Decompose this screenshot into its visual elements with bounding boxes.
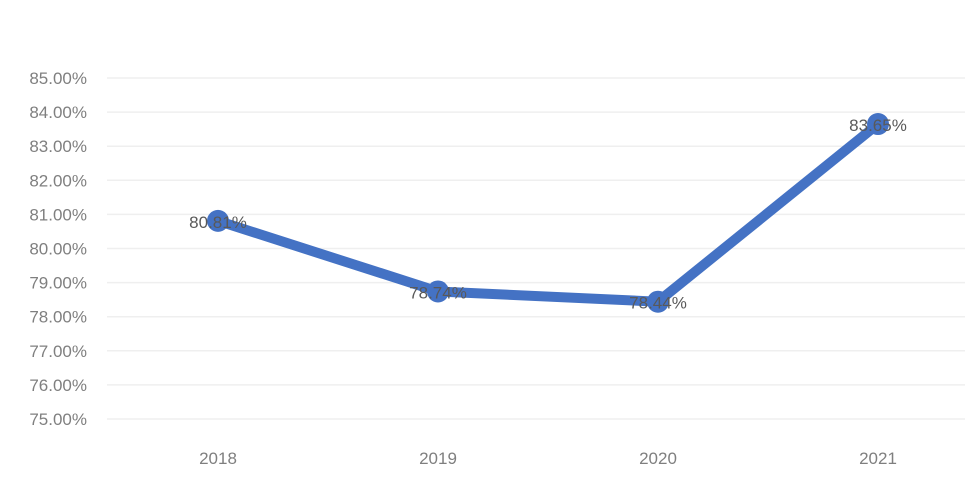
x-tick-label: 2020 [639, 449, 677, 468]
y-axis-ticks: 75.00% 76.00% 77.00% 78.00% 79.00% 80.00% 81.0… [29, 69, 87, 429]
y-tick-label: 77.00% [29, 342, 87, 361]
y-tick-label: 83.00% [29, 137, 87, 156]
y-tick-label: 75.00% [29, 410, 87, 429]
y-tick-label: 79.00% [29, 274, 87, 293]
data-label: 78.44% [629, 294, 687, 313]
data-point-marker [427, 280, 449, 303]
series-markers [207, 113, 889, 313]
series-line [213, 119, 883, 307]
x-tick-label: 2021 [859, 449, 897, 468]
data-label: 83.65% [849, 116, 907, 135]
y-tick-label: 81.00% [29, 205, 87, 224]
y-tick-label: 85.00% [29, 69, 87, 88]
x-axis-ticks: 2018 2019 2020 2021 [199, 449, 897, 468]
data-point-marker [867, 113, 889, 136]
data-point-marker [207, 209, 229, 232]
y-tick-label: 82.00% [29, 171, 87, 190]
data-label: 78.74% [409, 283, 467, 302]
gridlines [107, 77, 965, 420]
y-tick-label: 80.00% [29, 240, 87, 259]
data-label: 80.81% [189, 213, 247, 232]
x-tick-label: 2019 [419, 449, 457, 468]
x-tick-label: 2018 [199, 449, 237, 468]
y-tick-label: 84.00% [29, 103, 87, 122]
y-tick-label: 78.00% [29, 308, 87, 327]
y-tick-label: 76.00% [29, 376, 87, 395]
data-point-marker [647, 290, 669, 313]
data-labels: 80.81% 78.74% 78.44% 83.65% [189, 116, 907, 313]
